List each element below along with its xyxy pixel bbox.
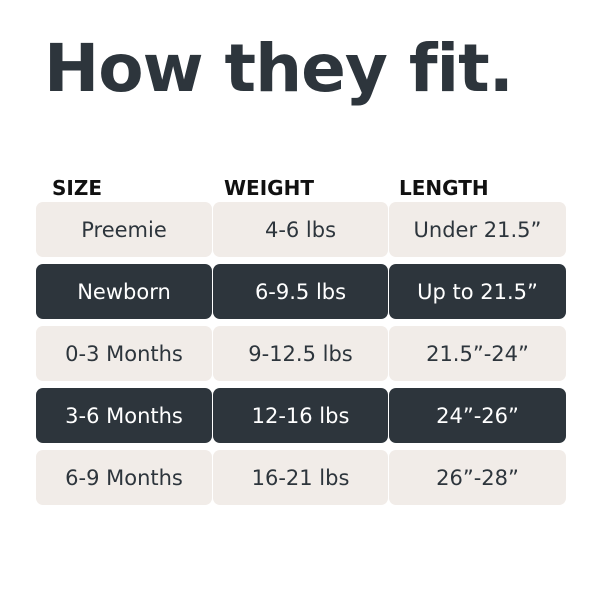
weight-cell: 16-21 lbs bbox=[213, 450, 388, 505]
table-row: Preemie 4-6 lbs Under 21.5” bbox=[36, 202, 566, 257]
table-row: 6-9 Months 16-21 lbs 26”-28” bbox=[36, 450, 566, 505]
length-cell: 21.5”-24” bbox=[389, 326, 566, 381]
header-weight: WEIGHT bbox=[224, 176, 314, 200]
weight-cell: 9-12.5 lbs bbox=[213, 326, 388, 381]
header-size: SIZE bbox=[52, 176, 103, 200]
size-cell: 0-3 Months bbox=[36, 326, 212, 381]
size-cell: 6-9 Months bbox=[36, 450, 212, 505]
length-cell: 24”-26” bbox=[389, 388, 566, 443]
length-cell: Up to 21.5” bbox=[389, 264, 566, 319]
table-row: 3-6 Months 12-16 lbs 24”-26” bbox=[36, 388, 566, 443]
table-row: Newborn 6-9.5 lbs Up to 21.5” bbox=[36, 264, 566, 319]
length-cell: Under 21.5” bbox=[389, 202, 566, 257]
size-cell: Newborn bbox=[36, 264, 212, 319]
header-length: LENGTH bbox=[399, 176, 489, 200]
length-cell: 26”-28” bbox=[389, 450, 566, 505]
weight-cell: 4-6 lbs bbox=[213, 202, 388, 257]
size-cell: Preemie bbox=[36, 202, 212, 257]
size-cell: 3-6 Months bbox=[36, 388, 212, 443]
table-row: 0-3 Months 9-12.5 lbs 21.5”-24” bbox=[36, 326, 566, 381]
page-title: How they fit. bbox=[44, 30, 514, 107]
weight-cell: 6-9.5 lbs bbox=[213, 264, 388, 319]
weight-cell: 12-16 lbs bbox=[213, 388, 388, 443]
